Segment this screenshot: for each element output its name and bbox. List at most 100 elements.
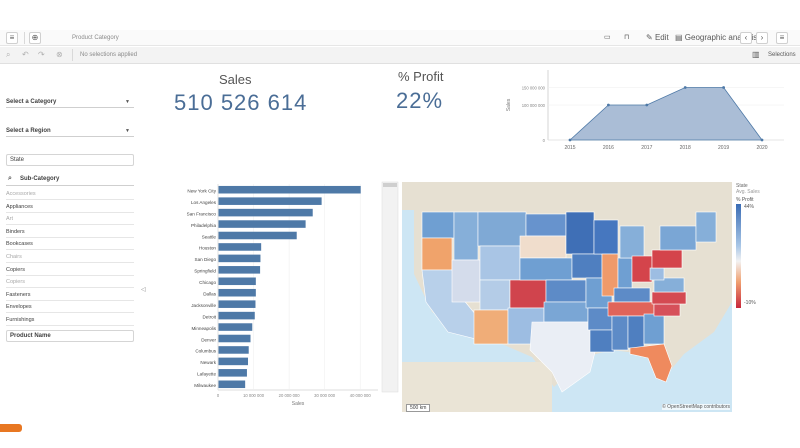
bar[interactable] <box>218 220 306 228</box>
prev-sheet-button[interactable]: ‹ <box>740 32 752 44</box>
sheet-menu-icon[interactable]: ≡ <box>776 32 788 44</box>
bar[interactable] <box>218 185 361 194</box>
data-point[interactable] <box>607 103 610 107</box>
state-nebraska[interactable] <box>519 257 573 281</box>
edit-button[interactable]: ✎ Edit <box>646 30 669 46</box>
y-tick-label: 100 000 000 <box>522 103 546 108</box>
state-kentucky[interactable] <box>613 287 651 303</box>
subcategory-item[interactable]: Furnishings <box>6 314 134 326</box>
comment-icon[interactable]: ▭ <box>604 34 611 41</box>
state-filter[interactable]: State <box>6 154 134 166</box>
bar[interactable] <box>218 300 256 308</box>
state-kansas[interactable] <box>545 279 587 303</box>
state-georgia[interactable] <box>643 313 665 345</box>
global-icon[interactable]: ⊕ <box>29 32 41 44</box>
state-iowa[interactable] <box>571 253 603 279</box>
bar[interactable] <box>218 357 249 366</box>
bar[interactable] <box>218 243 262 251</box>
bar-scrollbar[interactable] <box>381 181 399 393</box>
state-mississippi[interactable] <box>611 315 629 351</box>
bar[interactable] <box>218 197 322 205</box>
x-tick-label: 2016 <box>603 145 614 151</box>
state-nevada[interactable] <box>451 259 481 303</box>
collapse-handle-icon[interactable]: ◁ <box>141 287 146 293</box>
state-minnesota[interactable] <box>565 211 595 255</box>
category-label: Jacksonville <box>191 303 216 308</box>
bookmark-icon[interactable]: ⊓ <box>624 34 630 41</box>
state-west-virginia[interactable] <box>649 267 665 281</box>
data-point[interactable] <box>645 103 649 107</box>
state-florida[interactable] <box>629 343 673 383</box>
state-michigan[interactable] <box>619 225 645 259</box>
state-alabama[interactable] <box>627 315 645 349</box>
sales-area-chart[interactable]: 0 100 000 000 150 000 000 Sales 2015 2016 2017… <box>500 64 796 156</box>
bar-scrollbar-thumb[interactable] <box>383 183 397 187</box>
subcategory-item[interactable]: Appliances <box>6 201 134 213</box>
state-arizona[interactable] <box>473 309 509 345</box>
category-dropdown[interactable]: Select a Category ▼ <box>6 96 134 108</box>
step-forward-icon[interactable]: ↷ <box>38 50 45 59</box>
bar[interactable] <box>218 277 256 286</box>
state-north-carolina[interactable] <box>651 291 687 305</box>
state-oklahoma[interactable] <box>543 301 589 323</box>
bar[interactable] <box>218 254 261 263</box>
state-louisiana[interactable] <box>589 329 615 353</box>
area-series[interactable] <box>568 87 763 141</box>
state-new-england[interactable] <box>695 211 717 243</box>
bar[interactable] <box>218 311 255 320</box>
selections-icon[interactable]: ▥ <box>752 50 760 59</box>
state-wisconsin[interactable] <box>593 219 619 255</box>
sheet-selector[interactable]: ▤ Geographic analysis <box>675 30 757 46</box>
subcategory-item[interactable]: Chairs <box>6 251 134 263</box>
city-bar-chart[interactable]: 0 10 000 000 20 000 000 30 000 000 40 000 00… <box>172 180 404 416</box>
smart-search-icon[interactable]: ⌕ <box>6 50 11 59</box>
subcategory-item[interactable]: Art <box>6 213 134 226</box>
bar[interactable] <box>218 334 251 343</box>
orange-panel-tab[interactable] <box>0 424 22 432</box>
us-profit-map[interactable]: 500 km © OpenStreetMap contributors <box>402 182 732 412</box>
state-virginia[interactable] <box>653 277 685 293</box>
subcategory-item[interactable]: Fasteners <box>6 289 134 301</box>
bar[interactable] <box>218 323 253 331</box>
state-south-carolina[interactable] <box>653 303 681 317</box>
state-north-dakota[interactable] <box>525 213 567 237</box>
data-point[interactable] <box>760 138 764 142</box>
data-point[interactable] <box>683 86 687 89</box>
state-idaho[interactable] <box>453 211 479 261</box>
bar[interactable] <box>218 266 261 274</box>
clear-selections-icon[interactable]: ⊗ <box>56 50 63 59</box>
state-montana[interactable] <box>477 211 527 247</box>
bar[interactable] <box>218 288 256 297</box>
next-sheet-button[interactable]: › <box>756 32 768 44</box>
subcategory-item[interactable]: Copiers <box>6 276 134 289</box>
menu-icon[interactable]: ≡ <box>6 32 18 44</box>
selections-button[interactable]: Selections <box>768 52 796 58</box>
subcategory-item[interactable]: Envelopes <box>6 301 134 314</box>
product-name-filter[interactable]: Product Name <box>6 330 134 342</box>
step-back-icon[interactable]: ↶ <box>22 50 29 59</box>
subcategory-item[interactable]: Accessories <box>6 188 134 200</box>
data-point[interactable] <box>722 86 725 89</box>
bar[interactable] <box>218 231 297 240</box>
state-pennsylvania[interactable] <box>651 249 683 269</box>
state-washington[interactable] <box>421 211 455 239</box>
subcategory-item[interactable]: Binders <box>6 226 134 238</box>
subcategory-header[interactable]: ⌕ Sub-Category <box>6 172 134 186</box>
state-wyoming[interactable] <box>479 245 521 281</box>
subcategory-item[interactable]: Bookcases <box>6 238 134 251</box>
state-new-york[interactable] <box>659 225 697 251</box>
region-dropdown-label: Select a Region <box>6 128 51 134</box>
state-utah[interactable] <box>479 279 511 311</box>
data-point[interactable] <box>568 138 572 142</box>
bar[interactable] <box>218 208 313 217</box>
state-colorado[interactable] <box>509 279 547 309</box>
bar[interactable] <box>218 380 246 389</box>
state-indiana[interactable] <box>617 257 633 289</box>
state-oregon[interactable] <box>421 237 453 271</box>
bar[interactable] <box>218 369 247 377</box>
state-ohio[interactable] <box>631 255 653 283</box>
region-dropdown[interactable]: Select a Region ▼ <box>6 125 134 137</box>
bar[interactable] <box>218 346 249 354</box>
state-south-dakota[interactable] <box>519 235 567 259</box>
subcategory-item[interactable]: Copiers <box>6 264 134 276</box>
